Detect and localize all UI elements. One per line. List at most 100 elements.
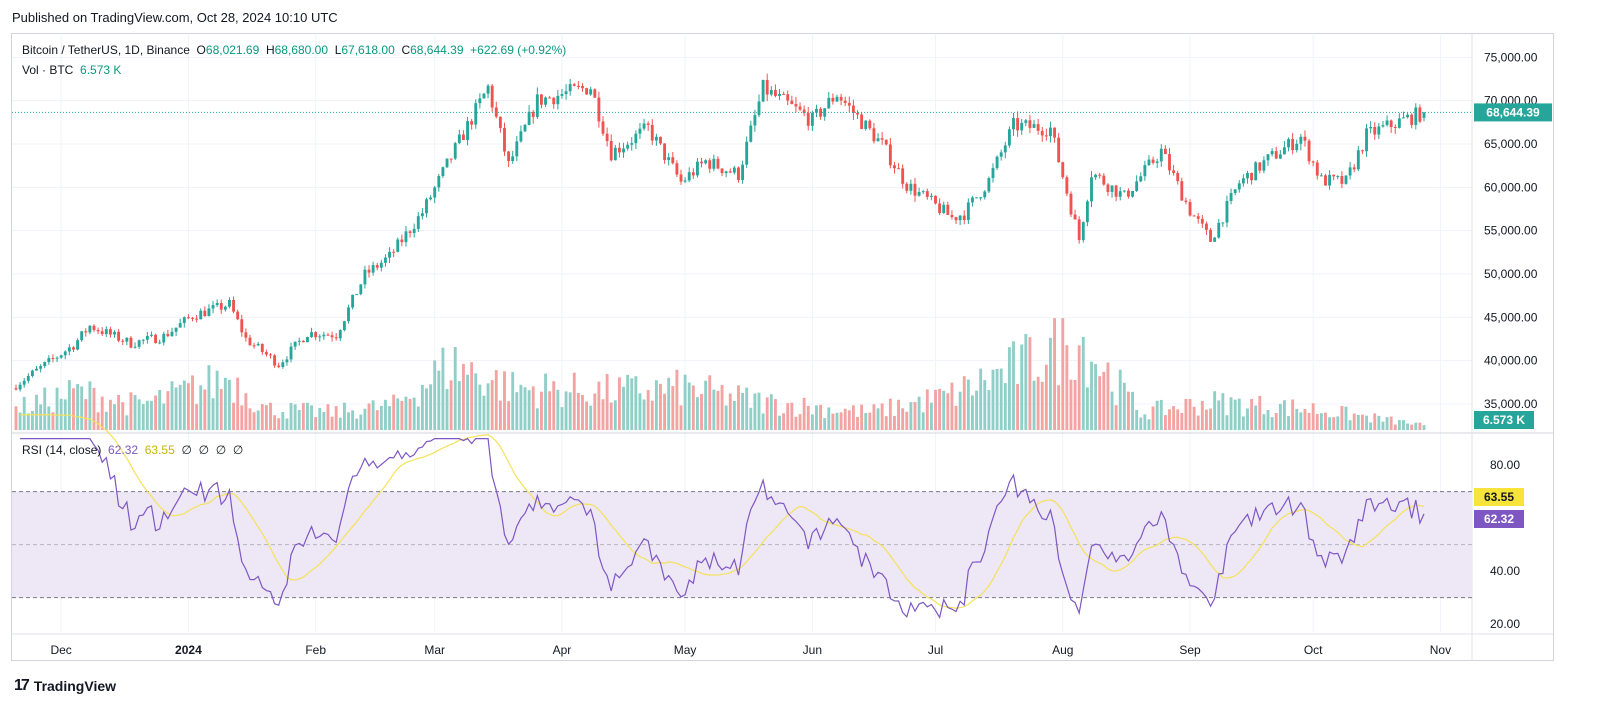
volume-bar	[856, 416, 859, 430]
volume-bar	[893, 415, 896, 430]
volume-bar	[979, 368, 983, 430]
candle	[429, 197, 433, 200]
volume-bar	[445, 389, 449, 430]
volume-bar	[798, 414, 802, 430]
volume-bar	[663, 393, 667, 430]
candle	[515, 141, 519, 157]
volume-bar	[1262, 414, 1266, 430]
candle	[125, 337, 129, 342]
candle	[556, 95, 560, 105]
candle	[412, 228, 416, 233]
volume-bar	[1295, 408, 1299, 430]
candle	[503, 127, 506, 152]
volume-bar	[367, 403, 371, 430]
volume-bar	[929, 402, 933, 430]
volume-bar	[223, 377, 227, 430]
candle	[724, 171, 728, 174]
open-value: 68,021.69	[205, 43, 260, 57]
candle	[1360, 150, 1364, 152]
time-tick-label: Mar	[424, 643, 445, 657]
volume-bar	[314, 417, 318, 430]
volume-bar	[1205, 409, 1208, 430]
volume-bar	[938, 388, 942, 430]
volume-bar	[347, 412, 350, 430]
volume-bar	[22, 396, 26, 430]
candle	[1159, 148, 1163, 162]
candle	[999, 152, 1003, 157]
candle	[47, 358, 51, 363]
candle	[1307, 140, 1311, 162]
candle	[897, 168, 900, 170]
candle	[121, 340, 125, 342]
volume-bar	[441, 347, 445, 430]
candle	[108, 329, 112, 335]
candle	[494, 107, 498, 117]
volume-bar	[519, 384, 523, 430]
volume-bar	[605, 373, 609, 430]
volume-bar	[490, 380, 494, 430]
volume-bar	[876, 408, 880, 430]
volume-bar	[1090, 361, 1093, 430]
volume-bar	[474, 373, 478, 430]
tradingview-brand[interactable]: 17 TradingView	[14, 677, 116, 695]
volume-bar	[765, 397, 769, 430]
volume-bar	[815, 405, 818, 430]
candle	[893, 165, 896, 169]
candle	[1393, 127, 1397, 129]
candle	[1205, 223, 1208, 230]
candle	[223, 306, 227, 310]
candle	[683, 180, 687, 182]
volume-bar	[1270, 417, 1274, 430]
volume-bar	[371, 400, 375, 430]
candle	[1139, 176, 1143, 182]
candle	[847, 102, 851, 106]
volume-bar	[80, 386, 84, 430]
candle	[1319, 175, 1323, 177]
candle	[934, 195, 937, 204]
volume-bar	[1135, 409, 1139, 430]
volume-bar	[1159, 399, 1163, 430]
candle	[1213, 237, 1217, 242]
volume-bar	[864, 412, 868, 430]
volume-bar	[429, 384, 433, 430]
candle	[104, 329, 108, 335]
candle	[215, 303, 219, 306]
candle	[1016, 118, 1020, 131]
candle	[905, 183, 909, 191]
time-tick-label: Apr	[553, 643, 572, 657]
candle	[162, 333, 166, 343]
volume-bar	[1344, 406, 1348, 430]
candle	[351, 294, 355, 308]
candle	[831, 97, 835, 102]
candle	[408, 231, 412, 233]
candle	[835, 96, 839, 102]
volume-bar	[392, 394, 396, 430]
candle	[1069, 193, 1073, 215]
brand-name: TradingView	[33, 678, 117, 694]
volume-bar	[560, 407, 564, 430]
volume-bar	[182, 380, 186, 430]
volume-bar	[704, 380, 708, 430]
volume-value: 6.573 K	[80, 63, 122, 77]
volume-bar	[1024, 333, 1028, 430]
candle	[39, 366, 43, 369]
volume-bar	[1057, 385, 1061, 430]
candle	[76, 340, 80, 350]
candle	[1049, 127, 1052, 137]
volume-bar	[416, 406, 420, 430]
volume-bar	[654, 380, 658, 430]
volume-bar	[995, 369, 999, 430]
volume-bar	[897, 399, 900, 430]
candle	[1262, 160, 1266, 171]
candle	[802, 109, 806, 114]
candle	[1077, 219, 1081, 241]
volume-bar	[338, 417, 342, 430]
volume-bar	[769, 394, 773, 430]
candle	[301, 340, 305, 343]
volume-bar	[133, 395, 137, 430]
candle	[810, 112, 814, 126]
candle	[43, 362, 47, 367]
volume-bar	[375, 410, 379, 430]
candle	[322, 334, 326, 337]
